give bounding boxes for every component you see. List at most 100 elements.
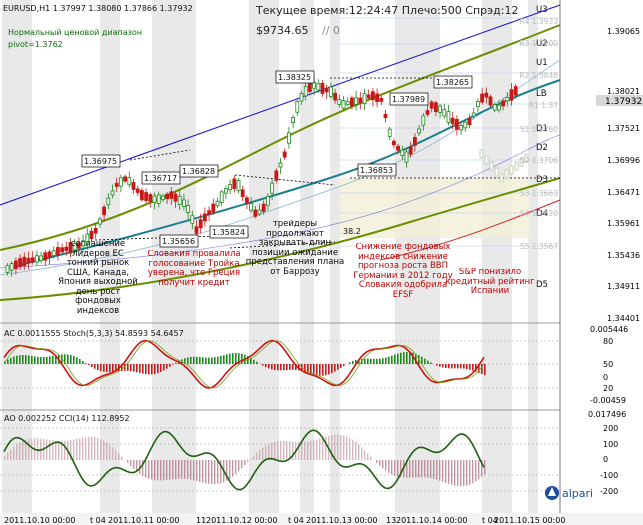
candle [148, 192, 153, 208]
annotation-red-3: S&P понизило кредитный рейтинг Испании [445, 268, 534, 296]
ao-bar [331, 435, 333, 460]
ac-bar [226, 354, 228, 364]
ac-bar [475, 364, 477, 372]
projected-candle [489, 161, 494, 171]
ac-bar [451, 364, 453, 369]
ao-bar [70, 440, 72, 460]
ac-bar [52, 355, 54, 364]
level-label-u3: U3 [536, 5, 548, 15]
ao-bar [406, 460, 408, 478]
ac-bar [331, 364, 333, 374]
ao-bar [19, 442, 21, 460]
candle [459, 120, 464, 135]
svg-text:2011.10.15 00:00: 2011.10.15 00:00 [494, 516, 565, 525]
ao-bar [301, 441, 303, 460]
projected-candle [504, 169, 509, 179]
ao-bar [289, 441, 291, 460]
ao-bar [142, 460, 144, 476]
svg-text:2011.10.14 00:00: 2011.10.14 00:00 [396, 516, 467, 525]
candle [26, 251, 31, 270]
ac-bar [292, 364, 294, 370]
ao-bar [460, 460, 462, 487]
ac-bar [106, 364, 108, 373]
candle [467, 113, 472, 128]
ao-bar [55, 440, 57, 460]
ao-bar [178, 460, 180, 479]
ao-bar [202, 460, 204, 483]
ac-bar [133, 364, 135, 372]
candle [475, 98, 480, 113]
candle [408, 141, 413, 158]
ac-bar [445, 364, 447, 369]
candle [337, 94, 342, 108]
ao-bar [205, 460, 207, 484]
candle [173, 191, 178, 208]
ao-bar [37, 438, 39, 460]
ac-bar [424, 358, 426, 364]
ao-bar [121, 456, 123, 460]
candle [228, 179, 233, 194]
ac-panel-title: AC 0.0011555 Stoch(5,3,3) 54.8593 54.645… [4, 329, 184, 338]
ao-bar [100, 439, 102, 460]
candle [295, 97, 300, 116]
ac-bar [478, 364, 480, 373]
svg-text:t 04: t 04 [90, 516, 106, 525]
ao-bar [160, 460, 162, 481]
candle [135, 185, 140, 196]
candle [333, 88, 338, 104]
ac-bar [208, 357, 210, 364]
ao-bar [46, 439, 48, 460]
candle [144, 188, 149, 204]
ac-bar [289, 364, 291, 370]
candle [207, 206, 212, 222]
candle [110, 184, 115, 199]
candle [286, 126, 291, 149]
ac-bar [196, 356, 198, 364]
ao-bar [82, 437, 84, 460]
ao-bar [10, 449, 12, 460]
ao-bar [463, 460, 465, 487]
ao-bar [199, 460, 201, 482]
candle [454, 115, 459, 136]
projected-candle [494, 167, 499, 177]
candle [391, 138, 396, 149]
ac-bar [169, 364, 171, 367]
candle [261, 200, 266, 215]
candle [433, 100, 438, 117]
stoch-signal-line [3, 340, 485, 389]
candle [35, 250, 39, 266]
ao-axis-tick: 0.017496 [588, 410, 626, 419]
ao-bar [334, 434, 336, 460]
candle [64, 241, 69, 256]
ac-bar [469, 364, 471, 370]
ac-bar [214, 357, 216, 364]
svg-text:S3 1.3663: S3 1.3663 [520, 189, 558, 198]
ac-bar [316, 364, 318, 376]
ac-bar [154, 364, 156, 375]
ao-bar [439, 460, 441, 481]
candle [421, 112, 426, 131]
ac-bar [37, 356, 39, 364]
candle [400, 145, 405, 161]
level-label-d4: D4 [536, 209, 548, 219]
ac-bar [94, 364, 96, 369]
ao-bar [175, 460, 177, 479]
ao-bar [139, 460, 141, 474]
ao-bar [25, 439, 27, 460]
ac-bar [274, 364, 276, 371]
candle [488, 94, 493, 109]
ac-bar [145, 364, 147, 375]
ac-bar [295, 364, 297, 371]
ac-bar [391, 355, 393, 364]
ac-bar [112, 364, 114, 372]
candle [471, 107, 476, 120]
level-label-d5: D5 [536, 280, 548, 290]
ac-bar [241, 353, 243, 364]
ac-bar [457, 364, 459, 369]
ac-bar [250, 357, 252, 364]
ao-bar [64, 440, 66, 460]
ao-bar [133, 460, 135, 469]
ao-bar [457, 460, 459, 487]
ao-bar [367, 453, 369, 460]
